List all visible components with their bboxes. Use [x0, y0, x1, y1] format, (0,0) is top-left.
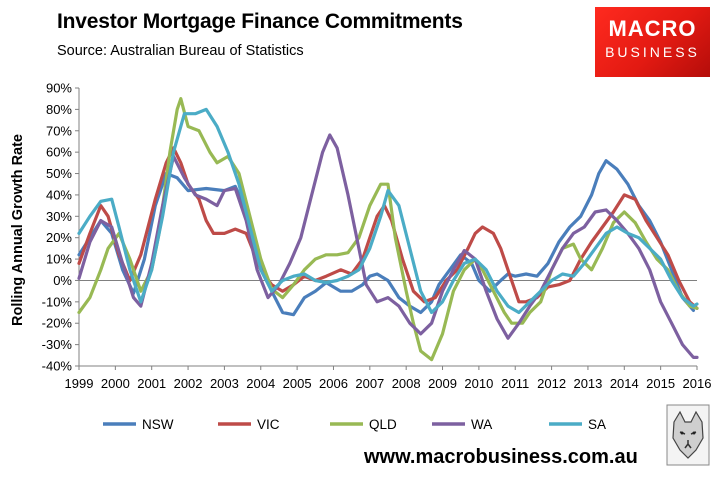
y-tick-label: 20% — [46, 230, 72, 245]
y-tick-label: 60% — [46, 145, 72, 160]
series-line-sa — [77, 107, 699, 315]
legend-label-wa: WA — [471, 417, 492, 432]
legend-label-sa: SA — [588, 417, 606, 432]
x-tick-label: 2016 — [683, 376, 712, 391]
chart-series — [77, 97, 699, 362]
x-tick-label: 2006 — [319, 376, 348, 391]
logo-line1: MACRO — [608, 16, 697, 41]
x-tick-label: 2007 — [355, 376, 384, 391]
legend-label-qld: QLD — [369, 417, 397, 432]
series-line-nsw — [77, 159, 695, 317]
x-tick-label: 2013 — [573, 376, 602, 391]
series-line-qld — [77, 97, 699, 362]
x-tick-label: 2000 — [101, 376, 130, 391]
chart-legend: NSW VIC QLD WA SA — [103, 417, 606, 432]
x-tick-label: 2010 — [464, 376, 493, 391]
x-tick-label: 2004 — [246, 376, 275, 391]
y-tick-label: 30% — [46, 209, 72, 224]
legend-label-vic: VIC — [257, 417, 280, 432]
logo-line2: BUSINESS — [605, 44, 700, 60]
series-line-wa — [77, 133, 699, 359]
y-tick-label: -20% — [42, 316, 73, 331]
website-link[interactable]: www.macrobusiness.com.au — [364, 446, 638, 468]
x-tick-label: 2008 — [392, 376, 421, 391]
x-tick-label: 2001 — [137, 376, 166, 391]
page-title: Investor Mortgage Finance Commitments — [57, 10, 463, 33]
legend-label-nsw: NSW — [142, 417, 174, 432]
series-line-vic — [77, 146, 699, 310]
chart-axes: -40% -30% -20% -10% 0% 10% 20% 30% 40% 50% 60% 70% 8… — [42, 81, 712, 392]
y-tick-label: -10% — [42, 294, 73, 309]
y-tick-label: 90% — [46, 81, 72, 96]
y-tick-label: 80% — [46, 102, 72, 117]
macrobusiness-logo[interactable]: MACRO BUSINESS — [595, 7, 710, 77]
y-tick-label: -40% — [42, 359, 73, 374]
x-tick-label: 2003 — [210, 376, 239, 391]
y-axis-label: Rolling Annual Growth Rate — [10, 134, 26, 326]
y-tick-label: 50% — [46, 166, 72, 181]
x-tick-label: 2009 — [428, 376, 457, 391]
y-tick-label: 0% — [53, 273, 72, 288]
y-tick-label: 10% — [46, 252, 72, 267]
wolf-seal-icon — [666, 404, 710, 466]
x-tick-label: 2015 — [646, 376, 675, 391]
y-tick-label: -30% — [42, 337, 73, 352]
x-tick-label: 2002 — [174, 376, 203, 391]
y-tick-label: 70% — [46, 123, 72, 138]
x-tick-label: 2011 — [501, 376, 529, 391]
x-tick-label: 1999 — [65, 376, 94, 391]
x-tick-label: 2012 — [537, 376, 566, 391]
y-tick-label: 40% — [46, 187, 72, 202]
x-tick-label: 2014 — [610, 376, 639, 391]
page-subtitle: Source: Australian Bureau of Statistics — [57, 43, 304, 59]
x-tick-label: 2005 — [283, 376, 312, 391]
